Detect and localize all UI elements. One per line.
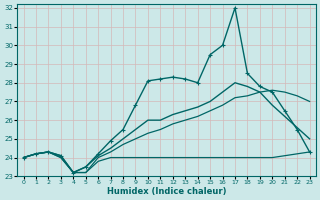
X-axis label: Humidex (Indice chaleur): Humidex (Indice chaleur): [107, 187, 226, 196]
